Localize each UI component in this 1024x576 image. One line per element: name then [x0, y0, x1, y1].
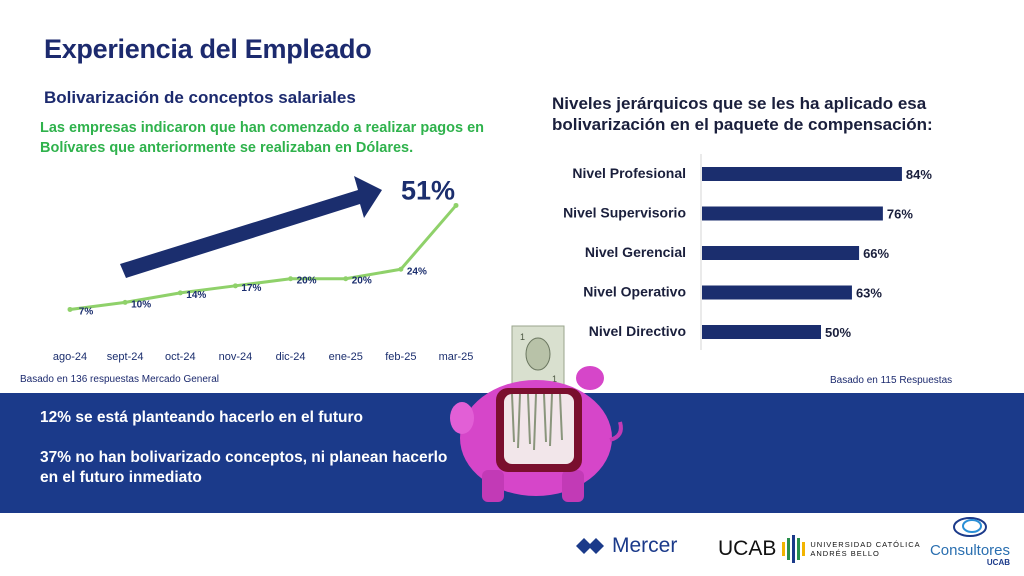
x-tick-label: oct-24 [165, 351, 196, 363]
line-point [177, 290, 183, 296]
dollar-bill-icon: 1 1 [511, 325, 565, 387]
trend-arrow-icon [120, 176, 382, 278]
mercer-wordmark: Mercer [612, 534, 678, 557]
x-tick-label: ene-25 [329, 351, 363, 363]
ucab-line-1: UNIVERSIDAD CATÓLICA [810, 540, 921, 549]
bar-value-label: 66% [863, 246, 889, 261]
data-label: 10% [131, 299, 151, 310]
bar-chart: Nivel Profesional 84% Nivel Supervisorio 76… [563, 154, 932, 350]
band-line-1: 12% se está planteando hacerlo en el fut… [40, 409, 364, 426]
data-label: 20% [297, 276, 317, 287]
ucab-line-2: ANDRÉS BELLO [810, 549, 880, 558]
bar [702, 285, 852, 300]
x-tick-label: nov-24 [219, 351, 253, 363]
consultores-logo: Consultores UCAB [924, 514, 1016, 567]
mercer-logo: Mercer [576, 534, 677, 558]
ucab-logo: UCAB UNIVERSIDAD CATÓLICA ANDRÉS BELLO [718, 534, 921, 564]
bar-category-label: Nivel Operativo [583, 284, 686, 300]
data-label: 17% [241, 283, 261, 294]
data-label: 24% [407, 266, 427, 277]
line-chart: 7% ago-24 10% sept-24 14% oct-24 17% nov-24 20% d… [53, 175, 474, 363]
bar-value-label: 76% [887, 207, 913, 222]
bar-category-label: Nivel Gerencial [585, 244, 686, 260]
bar [702, 206, 883, 221]
line-point [288, 276, 294, 282]
bar-value-label: 63% [856, 286, 882, 301]
data-label: 20% [352, 276, 372, 287]
band-line-2: 37% no han bolivarizado conceptos, ni pl… [40, 449, 448, 487]
line-series [69, 204, 458, 311]
data-label: 14% [186, 290, 206, 301]
bar-value-label: 84% [906, 167, 932, 182]
description-text: Las empresas indicaron que han comenzado… [40, 120, 485, 156]
line-point [67, 306, 73, 312]
x-tick-label: mar-25 [439, 351, 474, 363]
bar-chart-title: Niveles jerárquicos que se les ha aplica… [552, 94, 933, 135]
right-footnote: Basado en 115 Respuestas [830, 375, 953, 386]
bar-category-label: Nivel Profesional [572, 165, 686, 181]
line-point [343, 276, 349, 282]
x-tick-label: dic-24 [276, 351, 306, 363]
section-subtitle: Bolivarización de conceptos salariales [44, 88, 356, 107]
svg-text:1: 1 [552, 374, 557, 384]
svg-text:1: 1 [520, 332, 525, 342]
ucab-emblem-icon [782, 535, 806, 563]
bar-category-label: Nivel Supervisorio [563, 205, 686, 221]
data-label: 51% [401, 175, 455, 205]
consultores-wordmark: Consultores [929, 542, 1011, 559]
line-point [398, 266, 404, 272]
data-label: 7% [79, 306, 94, 317]
line-point [232, 283, 238, 289]
line-point [453, 202, 459, 208]
ucab-wordmark: UCAB [718, 537, 777, 560]
mercer-mark-icon [576, 538, 604, 554]
bar [702, 325, 821, 339]
x-tick-label: ago-24 [53, 351, 87, 363]
bar-category-label: Nivel Directivo [589, 323, 686, 339]
line-point [122, 299, 128, 305]
bar-value-label: 50% [825, 325, 851, 340]
bar [702, 246, 860, 260]
consultores-sub: UCAB [986, 558, 1010, 567]
x-tick-label: feb-25 [385, 351, 416, 363]
left-footnote: Basado en 136 respuestas Mercado General [20, 374, 220, 385]
consultores-swirl-icon [953, 517, 987, 537]
bar [702, 167, 902, 181]
piggy-bank-illustration: 1 1 [450, 325, 623, 502]
x-tick-label: sept-24 [107, 351, 144, 363]
page-title: Experiencia del Empleado [44, 34, 372, 64]
